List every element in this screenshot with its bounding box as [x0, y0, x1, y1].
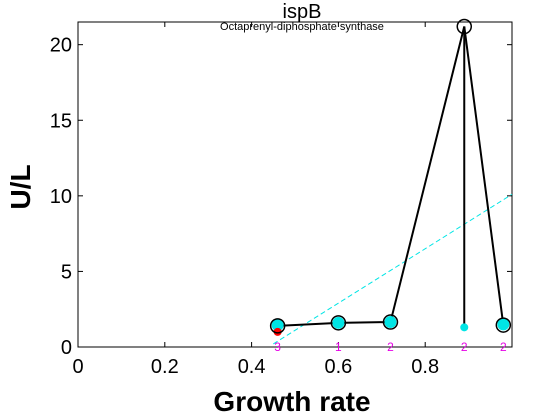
replicate-count-label: 2: [461, 340, 468, 354]
replicate-count-label: 3: [274, 340, 281, 354]
chart-title: ispB: [283, 1, 322, 23]
chart-subtitle: Octaprenyl-diphosphate synthase: [220, 21, 384, 33]
x-tick-label: 0.4: [238, 356, 266, 378]
replicate-point: [497, 318, 510, 331]
mean-point-marker: [382, 314, 399, 330]
y-tick-label: 5: [61, 261, 72, 283]
replicate-point: [271, 319, 284, 332]
x-tick-label: 0.8: [411, 356, 439, 378]
replicate-count-labels: 3 1 2 2 2: [274, 340, 507, 354]
x-tick-label: 0.6: [324, 356, 352, 378]
y-tick-label: 10: [50, 186, 72, 208]
fit-line: [273, 193, 513, 345]
x-tick-label: 0.2: [151, 356, 179, 378]
y-tick-label: 0: [61, 337, 72, 359]
y-axis-ticks: 0 5 10 15 20: [50, 35, 512, 359]
replicate-point: [460, 323, 469, 332]
mean-point-marker: [456, 18, 473, 35]
mean-point-marker: [495, 317, 512, 333]
axes-box: [77, 21, 513, 348]
mean-point-marker: [269, 318, 286, 334]
replicate-count-label: 2: [500, 340, 507, 354]
replicate-count-label: 1: [335, 340, 342, 354]
replicate-point: [384, 316, 397, 329]
replicate-point: [332, 316, 345, 329]
mean-point-marker: [330, 315, 347, 331]
red-point: [273, 327, 282, 336]
series-layer: [269, 18, 513, 345]
y-tick-label: 20: [50, 35, 72, 57]
plot-area: [77, 21, 513, 348]
x-axis-label: Growth rate: [213, 386, 370, 417]
x-tick-label: 0: [72, 356, 83, 378]
replicate-count-label: 2: [387, 340, 394, 354]
y-axis-label: U/L: [5, 164, 36, 209]
x-axis-ticks: 0 0.2 0.4 0.6 0.8: [72, 22, 439, 378]
y-tick-label: 15: [50, 110, 72, 132]
